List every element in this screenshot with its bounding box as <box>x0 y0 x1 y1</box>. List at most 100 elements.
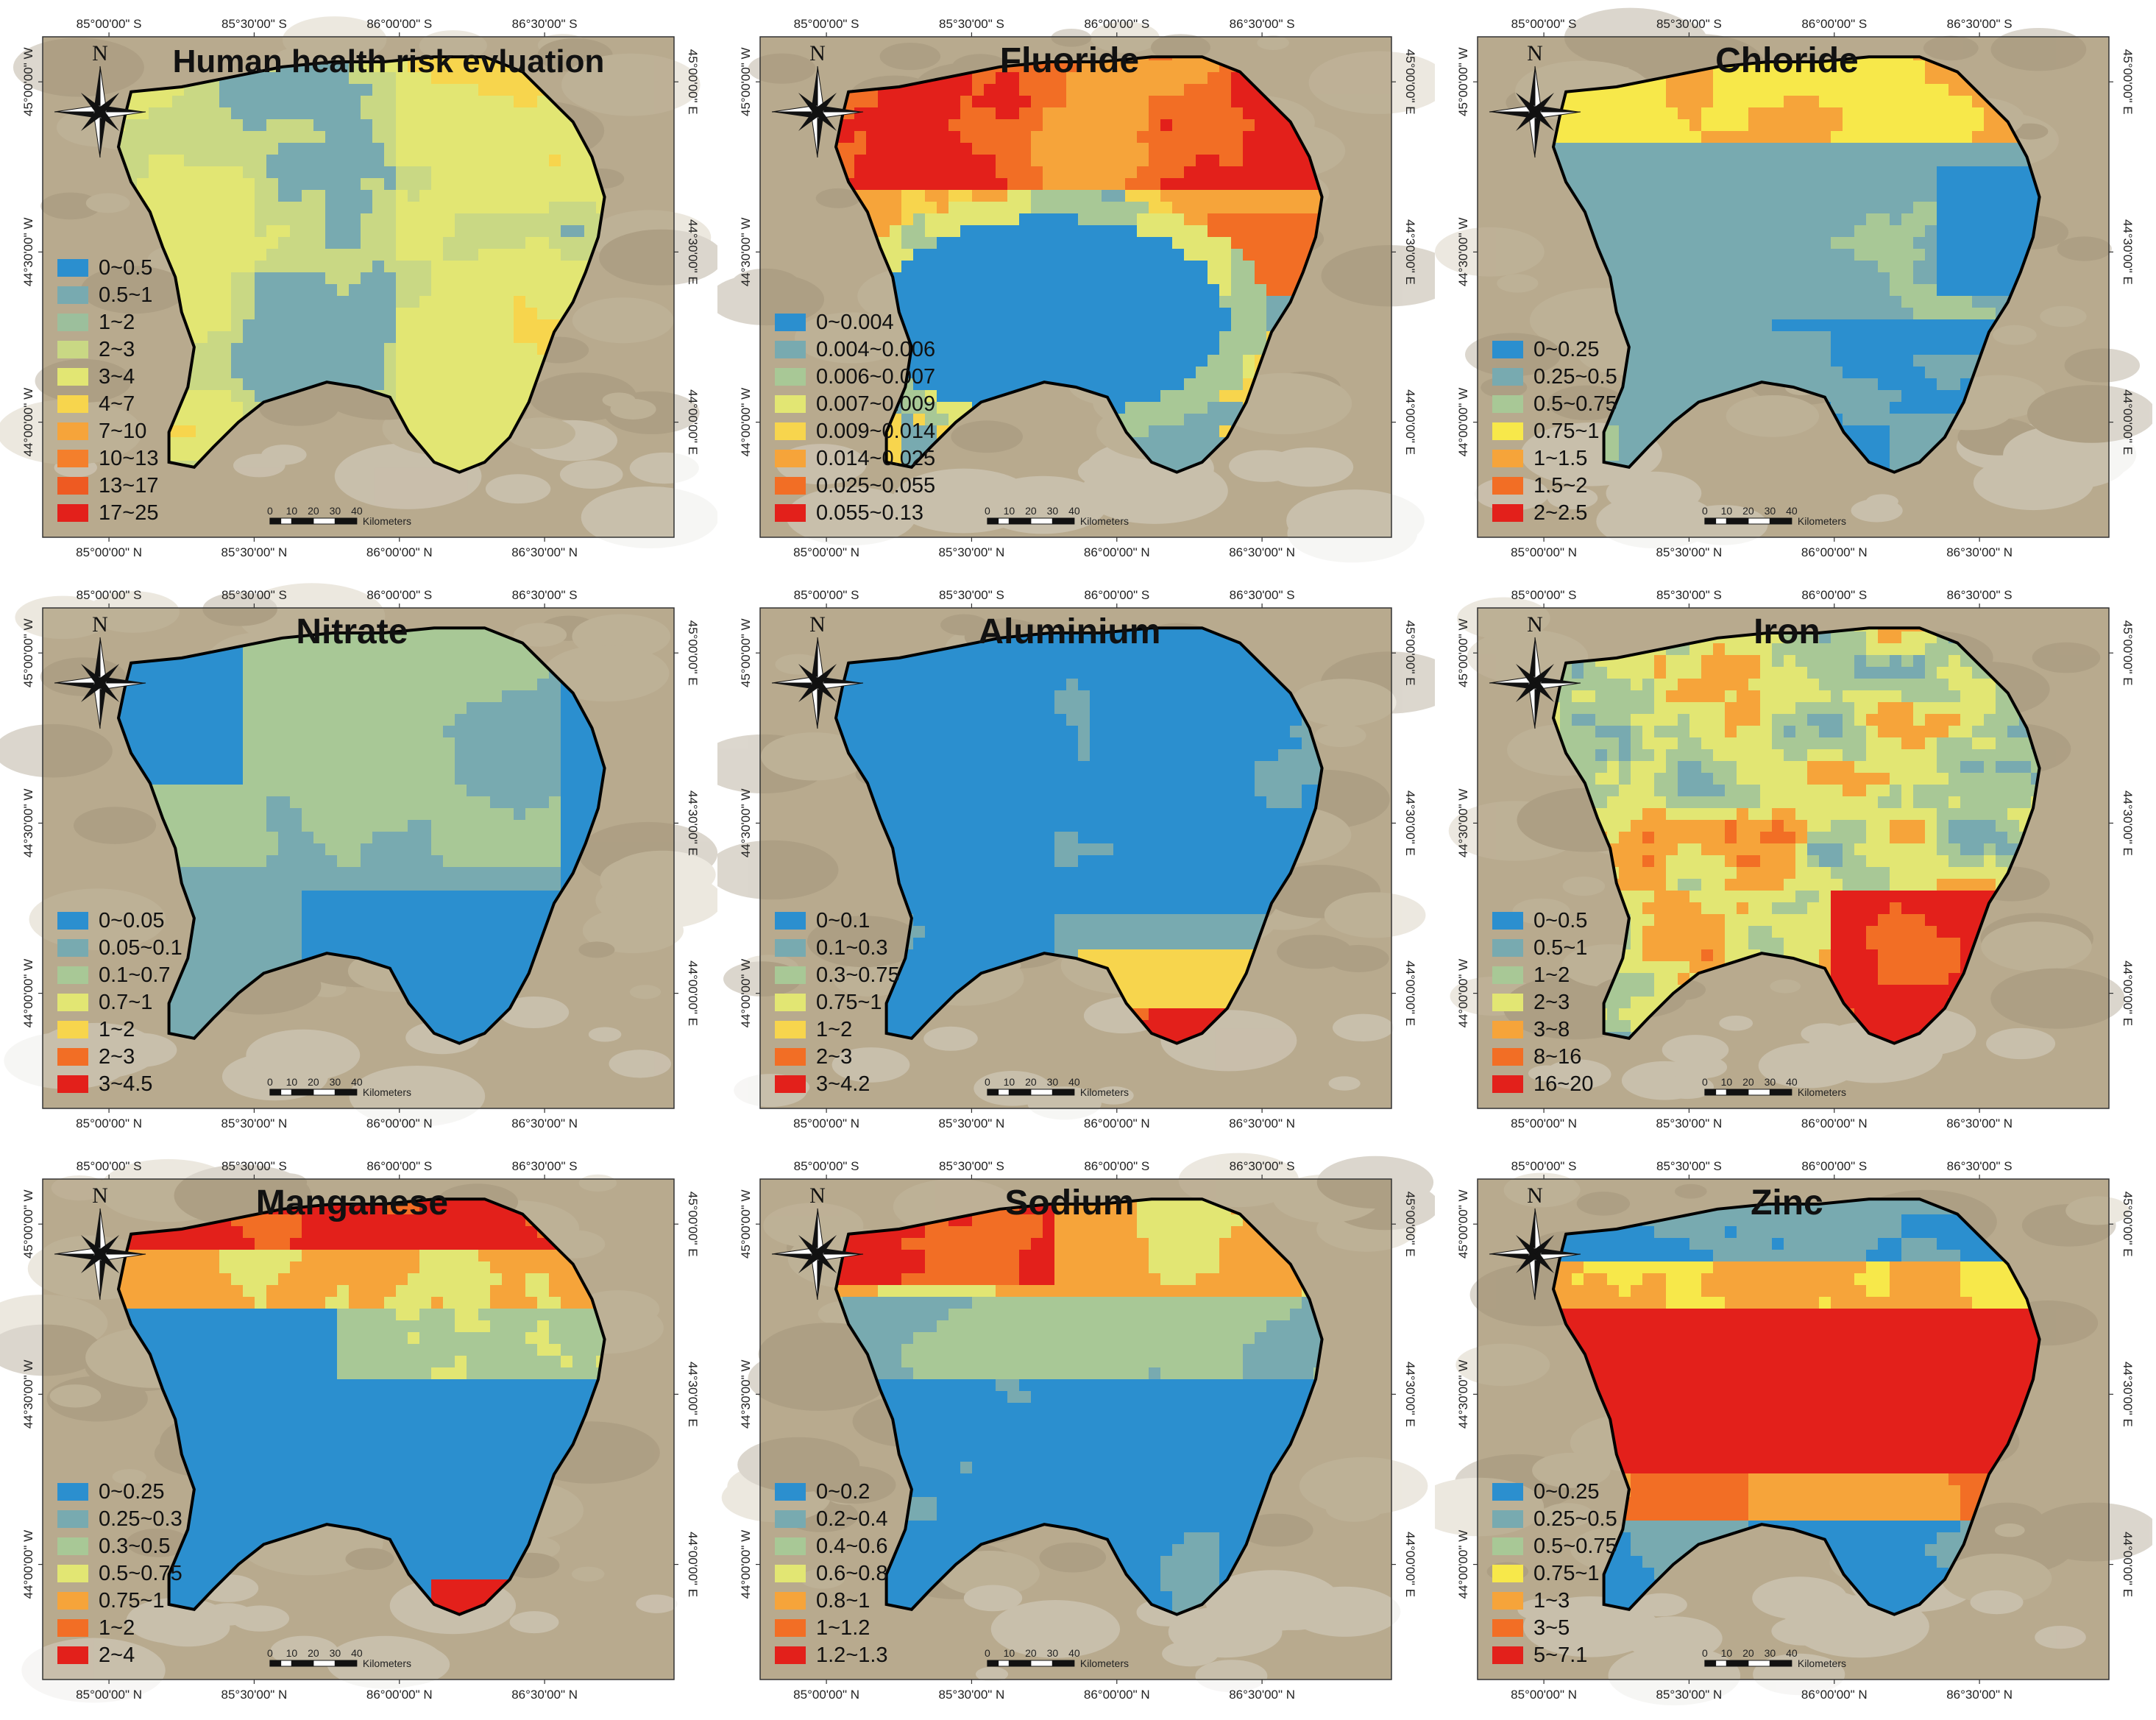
legend-swatch <box>57 422 88 440</box>
legend-swatch <box>1492 395 1523 413</box>
map-frame <box>42 607 675 1109</box>
legend: 0~0.05 0.05~0.1 0.1~0.7 0.7~1 1~2 2~3 3~4.5 <box>57 909 182 1096</box>
north-arrow-icon <box>54 637 146 729</box>
bottom-tick-label: 85°00'00" N <box>1511 1116 1577 1130</box>
map-panel-fluoride: 85°00'00" S 85°30'00" S 86°00'00" S 86°30'0… <box>717 0 1435 571</box>
legend-label: 0~0.25 <box>99 1480 165 1504</box>
legend-label: 0.5~0.75 <box>1533 392 1617 416</box>
right-tick-label: 44°30'00" E <box>686 219 700 285</box>
scale-tick-label: 20 <box>1742 505 1754 517</box>
legend-swatch <box>1492 341 1523 358</box>
right-tick-label: 44°30'00" E <box>686 790 700 856</box>
left-tick-label: 44°00'00" W <box>1456 959 1470 1028</box>
basin-boundary <box>116 626 606 1045</box>
left-tick-label: 45°00'00" W <box>21 618 35 687</box>
legend-label: 13~17 <box>99 474 158 498</box>
left-tick-label: 44°00'00" W <box>739 959 753 1028</box>
scale-unit-label: Kilometers <box>1798 515 1846 527</box>
legend-label: 0.009~0.014 <box>816 420 935 443</box>
bottom-tick-label: 85°30'00" N <box>1656 1116 1723 1130</box>
legend-swatch <box>1492 1646 1523 1664</box>
top-tick-label: 86°30'00" S <box>1947 588 2013 602</box>
legend: 0~0.004 0.004~0.006 0.006~0.007 0.007~0.009… <box>775 311 935 525</box>
top-tick-label: 86°00'00" S <box>1801 1159 1867 1173</box>
legend-label: 3~4 <box>99 365 135 389</box>
map-panel-manganese: 85°00'00" S 85°30'00" S 86°00'00" S 86°30'0… <box>0 1142 717 1713</box>
bottom-tick-label: 85°00'00" N <box>793 1688 859 1702</box>
scale-tick-label: 30 <box>1765 1647 1776 1659</box>
right-tick-label: 44°00'00" E <box>686 1532 700 1597</box>
legend-swatch <box>1492 1510 1523 1528</box>
legend-swatch <box>1492 1619 1523 1637</box>
legend-swatch <box>775 1048 806 1066</box>
right-tick-label: 44°30'00" E <box>1403 1362 1417 1427</box>
top-tick-label: 86°30'00" S <box>512 17 578 31</box>
scale-tick-label: 10 <box>1721 505 1733 517</box>
scale-tick-label: 30 <box>1765 505 1776 517</box>
right-tick-label: 44°00'00" E <box>2121 389 2135 455</box>
scale-tick-label: 40 <box>1786 505 1798 517</box>
right-tick-label: 45°00'00" E <box>686 620 700 686</box>
legend-label: 0~0.1 <box>816 909 870 932</box>
legend-label: 2~3 <box>99 338 135 361</box>
scale-tick-label: 20 <box>1025 505 1037 517</box>
legend-label: 0~0.25 <box>1533 1480 1600 1504</box>
map-svg: 85°00'00" S 85°30'00" S 86°00'00" S 86°30'0… <box>721 1153 1435 1702</box>
legend-swatch <box>775 422 806 440</box>
scale-tick-label: 40 <box>1786 1647 1798 1659</box>
legend-swatch <box>57 314 88 331</box>
legend-swatch <box>1492 1483 1523 1501</box>
right-tick-label: 44°00'00" E <box>2121 1532 2135 1597</box>
panel-title: Nitrate <box>296 612 408 651</box>
legend-label: 1~1.5 <box>1533 447 1587 470</box>
scale-tick-label: 0 <box>985 505 990 517</box>
left-tick-label: 44°30'00" W <box>1456 218 1470 287</box>
map-svg: 85°00'00" S 85°30'00" S 86°00'00" S 86°30'0… <box>0 16 717 559</box>
scale-tick-label: 20 <box>308 505 319 517</box>
scale-tick-label: 30 <box>1047 1076 1059 1088</box>
legend-label: 0.1~0.7 <box>99 963 171 987</box>
scale-unit-label: Kilometers <box>1080 1657 1129 1669</box>
legend-label: 0.3~0.5 <box>99 1535 171 1558</box>
map-svg: 85°00'00" S 85°30'00" S 86°00'00" S 86°30'0… <box>1435 1159 2152 1706</box>
legend-swatch <box>1492 1592 1523 1610</box>
scale-tick-label: 10 <box>1721 1076 1733 1088</box>
left-tick-label: 45°00'00" W <box>739 47 753 116</box>
legend-swatch <box>57 1483 88 1501</box>
north-arrow-icon <box>771 1208 864 1300</box>
legend-label: 0~0.25 <box>1533 338 1600 361</box>
left-tick-label: 44°30'00" W <box>739 218 753 287</box>
scale-tick-label: 10 <box>1004 1647 1015 1659</box>
basin-boundary <box>116 1197 606 1616</box>
scale-tick-label: 0 <box>985 1647 990 1659</box>
legend-swatch <box>775 1075 806 1093</box>
right-tick-label: 44°00'00" E <box>686 389 700 455</box>
scale-tick-label: 10 <box>1004 1076 1015 1088</box>
left-tick-label: 45°00'00" W <box>1456 1189 1470 1259</box>
right-tick-label: 44°00'00" E <box>2121 960 2135 1026</box>
legend-swatch <box>775 912 806 930</box>
map-svg: 85°00'00" S 85°30'00" S 86°00'00" S 86°30'0… <box>0 583 717 1130</box>
scale-tick-label: 0 <box>1702 505 1708 517</box>
top-tick-label: 86°30'00" S <box>1230 17 1295 31</box>
map-svg: 85°00'00" S 85°30'00" S 86°00'00" S 86°30'0… <box>717 17 1435 563</box>
bottom-tick-label: 86°00'00" N <box>366 1116 433 1130</box>
legend-swatch <box>57 1646 88 1664</box>
basin-boundary <box>1551 626 2041 1045</box>
legend-swatch <box>57 1592 88 1610</box>
map-frame <box>759 607 1392 1109</box>
basin-boundary <box>834 626 1324 1045</box>
left-tick-label: 44°30'00" W <box>739 789 753 858</box>
legend-label: 1~2 <box>99 1018 135 1041</box>
bottom-tick-label: 85°00'00" N <box>76 1116 142 1130</box>
top-tick-label: 85°00'00" S <box>77 1159 142 1173</box>
left-tick-label: 44°00'00" W <box>1456 1530 1470 1599</box>
scale-unit-label: Kilometers <box>1080 1086 1129 1098</box>
legend: 0~0.25 0.25~0.3 0.3~0.5 0.5~0.75 0.75~1 1~2 2~… <box>57 1480 182 1667</box>
north-arrow-icon <box>1489 1208 1581 1300</box>
legend-swatch <box>57 341 88 358</box>
north-label: N <box>92 1183 108 1208</box>
right-tick-label: 44°30'00" E <box>2121 219 2135 285</box>
bottom-tick-label: 86°00'00" N <box>1084 545 1150 559</box>
